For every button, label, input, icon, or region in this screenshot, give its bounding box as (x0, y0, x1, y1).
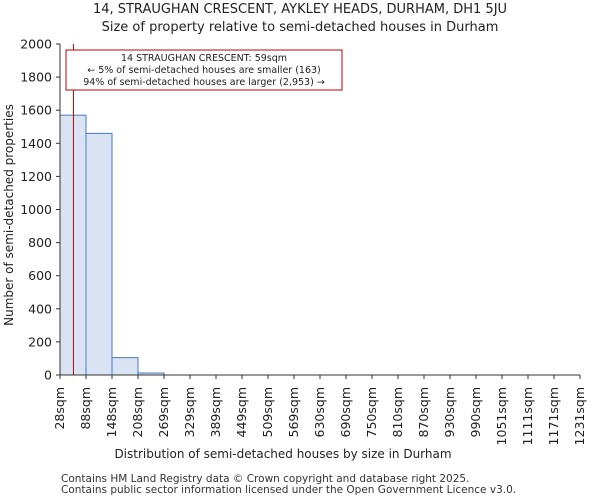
axes-group: 0 200 400 600 800 1000 1200 1400 1600 1800 2000 28s… (20, 37, 587, 446)
annotation-box: 14 STRAUGHAN CRESCENT: 59sqm ← 5% of sem… (65, 49, 343, 91)
y-tick-label-2000: 2000 (20, 37, 52, 52)
annotation-line-1: 14 STRAUGHAN CRESCENT: 59sqm (121, 53, 287, 64)
x-tick-label-28sqm: 28sqm (52, 387, 67, 430)
annotation-line-3: 94% of semi-detached houses are larger (… (83, 77, 325, 88)
y-tick-label-200: 200 (28, 334, 52, 349)
x-axis-label: Distribution of semi-detached houses by … (114, 447, 451, 461)
y-tick-label-1800: 1800 (20, 70, 52, 85)
y-tick-label-1400: 1400 (20, 136, 52, 151)
x-tick-label-810sqm: 810sqm (390, 387, 405, 437)
bars-group (59, 114, 165, 376)
chart-title-subtitle: Size of property relative to semi-detach… (101, 20, 499, 35)
x-tick-label-750sqm: 750sqm (364, 387, 379, 437)
footer-licence: Contains public sector information licen… (61, 484, 517, 496)
y-tick-label-1000: 1000 (20, 202, 52, 217)
x-tick-label-88sqm: 88sqm (78, 387, 93, 430)
y-tick-label-400: 400 (28, 301, 52, 316)
x-tick-label-1231sqm: 1231sqm (572, 387, 587, 445)
x-tick-label-690sqm: 690sqm (338, 387, 353, 437)
y-tick-label-1200: 1200 (20, 169, 52, 184)
histogram-chart: 14 STRAUGHAN CRESCENT: 59sqm ← 5% of sem… (2, 37, 587, 462)
footer-copyright: Contains HM Land Registry data © Crown c… (61, 473, 470, 485)
x-tick-label-1111sqm: 1111sqm (520, 387, 535, 445)
annotation-line-2: ← 5% of semi-detached houses are smaller… (87, 65, 321, 76)
x-tick-label-208sqm: 208sqm (130, 387, 145, 437)
x-tick-label-449sqm: 449sqm (234, 387, 249, 437)
y-tick-label-600: 600 (28, 268, 52, 283)
bar-88sqm (85, 132, 113, 376)
x-tick-label-569sqm: 569sqm (286, 387, 301, 437)
annotation-border (65, 49, 343, 91)
y-tick-label-800: 800 (28, 235, 52, 250)
x-tick-label-870sqm: 870sqm (416, 387, 431, 437)
chart-title-address: 14, STRAUGHAN CRESCENT, AYKLEY HEADS, DU… (92, 2, 508, 17)
bar-148sqm (111, 357, 139, 376)
x-tick-label-509sqm: 509sqm (260, 387, 275, 437)
x-tick-label-148sqm: 148sqm (104, 387, 119, 437)
y-tick-label-1600: 1600 (20, 103, 52, 118)
x-tick-label-630sqm: 630sqm (312, 387, 327, 437)
x-tick-label-930sqm: 930sqm (442, 387, 457, 437)
x-tick-label-389sqm: 389sqm (208, 387, 223, 437)
y-axis-label: Number of semi-detached properties (2, 104, 16, 326)
y-tick-label-0: 0 (44, 368, 52, 383)
x-tick-label-269sqm: 269sqm (156, 387, 171, 437)
x-tick-label-329sqm: 329sqm (182, 387, 197, 437)
x-tick-label-1051sqm: 1051sqm (494, 387, 509, 445)
x-tick-label-990sqm: 990sqm (468, 387, 483, 437)
x-tick-label-1171sqm: 1171sqm (546, 387, 561, 445)
